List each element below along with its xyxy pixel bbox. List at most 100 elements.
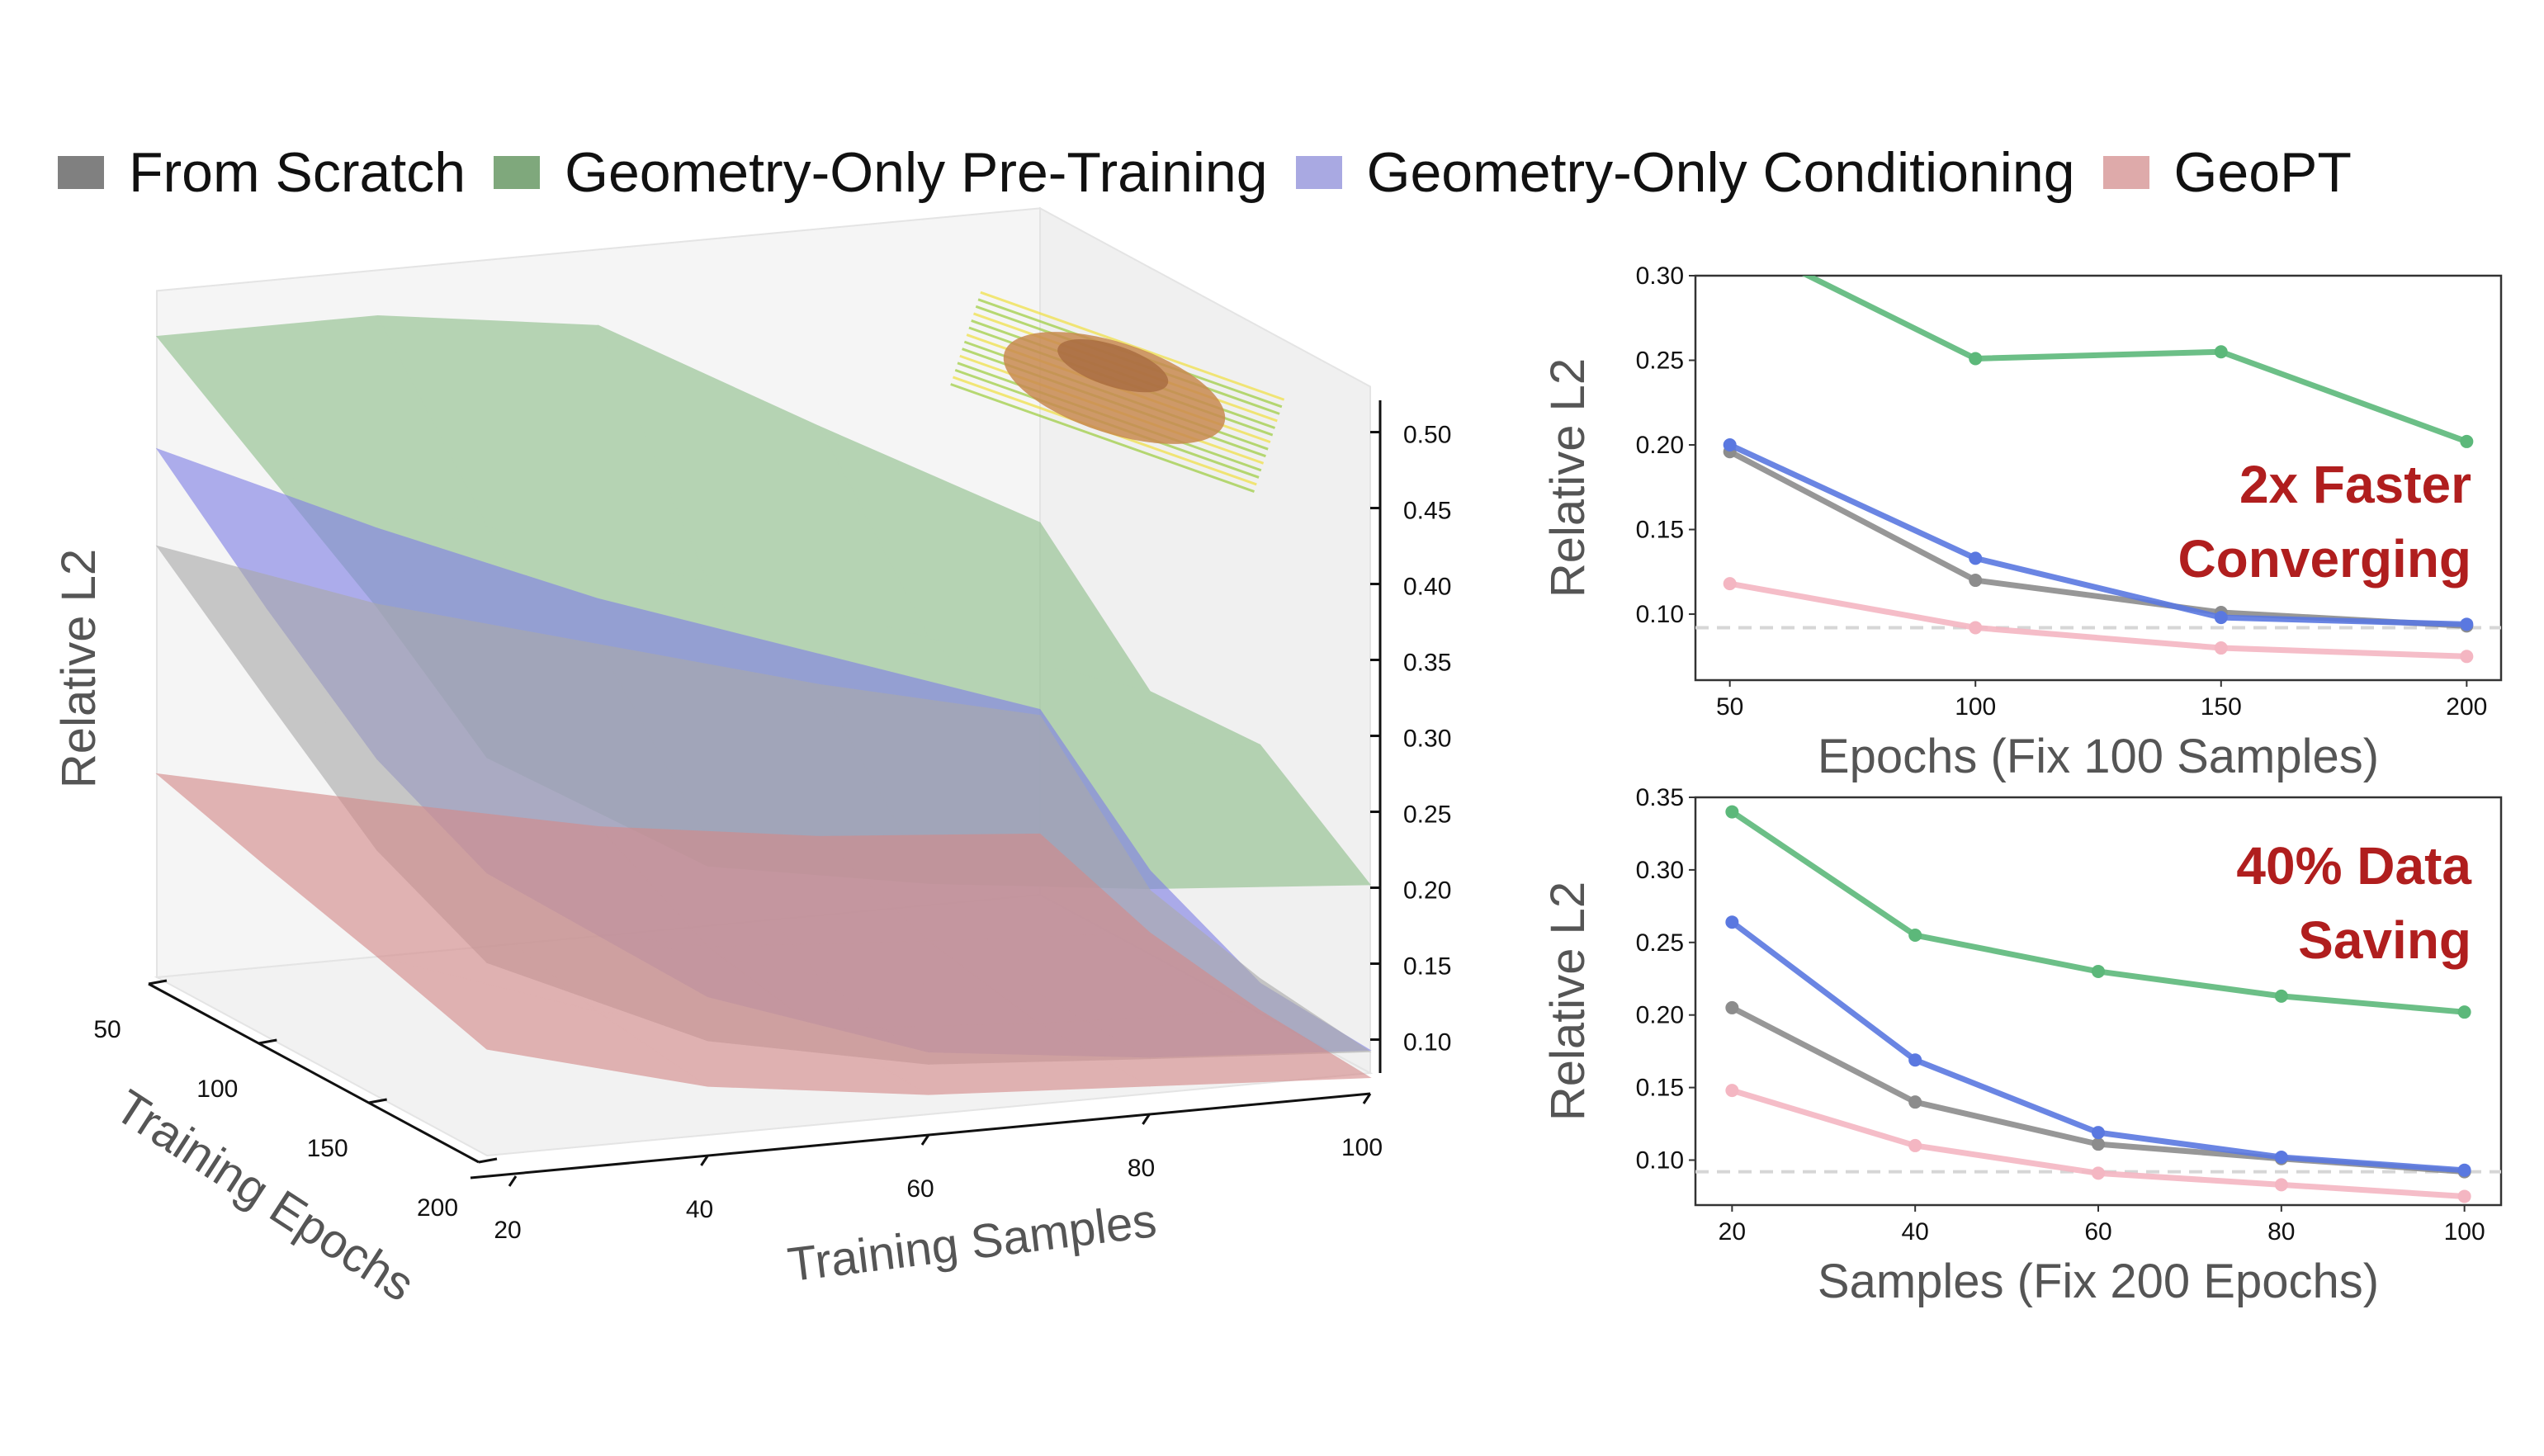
- z-tick-label: 0.40: [1403, 574, 1451, 601]
- y-tick: [368, 1098, 387, 1104]
- y-axis-label: Training Epochs: [106, 1080, 423, 1312]
- x-tick-label: 80: [1128, 1155, 1155, 1182]
- data-point: [2457, 1163, 2471, 1177]
- plot-frame: [1694, 274, 2503, 682]
- legend-item: Geometry-Only Pre-Training: [494, 140, 1268, 205]
- data-point: [2214, 345, 2228, 359]
- data-point: [2092, 964, 2105, 978]
- y-tick-label: 50: [93, 1016, 121, 1043]
- annotation-line-2: Converging: [2178, 529, 2471, 589]
- annotation-line-2: Saving: [2298, 910, 2471, 970]
- legend-label: From Scratch: [129, 141, 466, 204]
- y-tick-label: 0.10: [1636, 1147, 1684, 1175]
- data-point: [2460, 617, 2474, 631]
- x-tick-label: 20: [1719, 1218, 1746, 1246]
- legend-item: Geometry-Only Conditioning: [1295, 140, 2075, 205]
- x-axis-label: Epochs (Fix 100 Samples): [1818, 730, 2379, 783]
- y-axis-label: Relative L2: [1541, 358, 1595, 598]
- data-point: [1725, 1000, 1739, 1014]
- streamline: [950, 383, 1255, 493]
- z-tick-label: 0.35: [1403, 650, 1451, 677]
- samples-line-chart: 0.10 0.15 0.20 0.25 0.30 0.35 20 40 60 80 100 40% D…: [1541, 784, 2503, 1308]
- x-tick: [1362, 1093, 1372, 1104]
- z-tick-label: 0.10: [1403, 1029, 1451, 1057]
- data-point: [2457, 1005, 2471, 1019]
- data-point: [2214, 611, 2228, 625]
- data-point: [1723, 577, 1737, 591]
- z-tick-label: 0.20: [1403, 877, 1451, 905]
- x-axis-label: Samples (Fix 200 Epochs): [1818, 1255, 2379, 1308]
- x-tick-label: 100: [1955, 693, 1996, 721]
- x-tick-label: 60: [2084, 1218, 2111, 1246]
- y-tick-label: 0.15: [1636, 517, 1684, 544]
- series-line-geometry-only-pre-training: [1801, 276, 2468, 445]
- epochs-line-chart: 0.10 0.15 0.20 0.25 0.30 50 100 150 200 2x Faster…: [1541, 230, 2503, 783]
- z-tick-label: 0.15: [1403, 953, 1451, 981]
- z-axis-label: Relative L2: [52, 549, 106, 788]
- y-tick-label: 0.20: [1636, 432, 1684, 459]
- legend-label: Geometry-Only Pre-Training: [565, 141, 1268, 204]
- data-point: [2457, 1189, 2471, 1203]
- x-tick-label: 60: [906, 1175, 934, 1203]
- streamline: [980, 291, 1285, 401]
- car-cabin: [1057, 338, 1169, 393]
- x-tick-label: 100: [2444, 1218, 2485, 1246]
- y-tick-label: 0.20: [1636, 1002, 1684, 1029]
- series-group: [1723, 230, 2474, 664]
- x-tick: [700, 1155, 709, 1166]
- legend-swatch: [58, 156, 104, 189]
- annotation-line-1: 40% Data: [2236, 836, 2471, 896]
- car-airflow-image: [950, 291, 1285, 493]
- data-point: [2460, 650, 2474, 664]
- data-point: [2092, 1126, 2105, 1140]
- y-tick: [258, 1038, 277, 1045]
- data-point: [1969, 621, 1983, 635]
- y-axis-label: Relative L2: [1541, 882, 1595, 1121]
- x-tick-label: 20: [494, 1217, 521, 1244]
- x-tick-label: 200: [2446, 693, 2487, 721]
- z-tick-label: 0.30: [1403, 726, 1451, 753]
- x-axis-label: Training Samples: [785, 1194, 1160, 1292]
- annotation-line-1: 2x Faster: [2239, 455, 2471, 514]
- data-point: [1969, 574, 1983, 588]
- surface-geopt: [155, 773, 1372, 1095]
- x-tick-label: 80: [2267, 1218, 2295, 1246]
- legend-label: GeoPT: [2173, 141, 2352, 204]
- y-tick-label: 0.10: [1636, 601, 1684, 628]
- legend-swatch: [1295, 156, 1342, 189]
- x-axis-line: [470, 1092, 1371, 1179]
- legend-swatch: [494, 156, 541, 189]
- data-point: [2274, 1150, 2288, 1164]
- data-point: [2274, 989, 2288, 1003]
- y-tick: [148, 979, 168, 986]
- data-point: [1969, 352, 1983, 366]
- data-point: [1725, 805, 1739, 819]
- data-point: [1723, 438, 1737, 452]
- data-point: [1908, 1053, 1922, 1067]
- legend-item: From Scratch: [58, 140, 466, 205]
- y-tick-label: 0.25: [1636, 929, 1684, 957]
- z-tick-label: 0.25: [1403, 801, 1451, 829]
- y-tick: [478, 1157, 498, 1164]
- series-line-geopt: [1729, 580, 2467, 659]
- x-tick: [508, 1175, 518, 1187]
- data-point: [1908, 929, 1922, 943]
- data-point: [2214, 641, 2228, 655]
- x-tick: [920, 1134, 930, 1146]
- y-tick-label: 0.25: [1636, 347, 1684, 375]
- data-point: [1725, 915, 1739, 929]
- legend: From Scratch Geometry-Only Pre-Training …: [58, 140, 2380, 205]
- z-tick-label: 0.45: [1403, 498, 1451, 525]
- legend-label: Geometry-Only Conditioning: [1366, 141, 2075, 204]
- y-tick-label: 0.15: [1636, 1075, 1684, 1102]
- legend-swatch: [2102, 156, 2149, 189]
- z-tick-label: 0.50: [1403, 422, 1451, 449]
- y-axis-line: [148, 982, 480, 1164]
- surface-chart-3d: 20 40 60 80 100 Training Samples 50 100 150 200Tr…: [52, 206, 1451, 1312]
- x-tick-label: 100: [1341, 1134, 1383, 1161]
- x-tick-label: 50: [1716, 693, 1743, 721]
- data-point: [2092, 1166, 2105, 1180]
- data-point: [1724, 230, 1737, 243]
- y-tick-label: 0.30: [1636, 262, 1684, 290]
